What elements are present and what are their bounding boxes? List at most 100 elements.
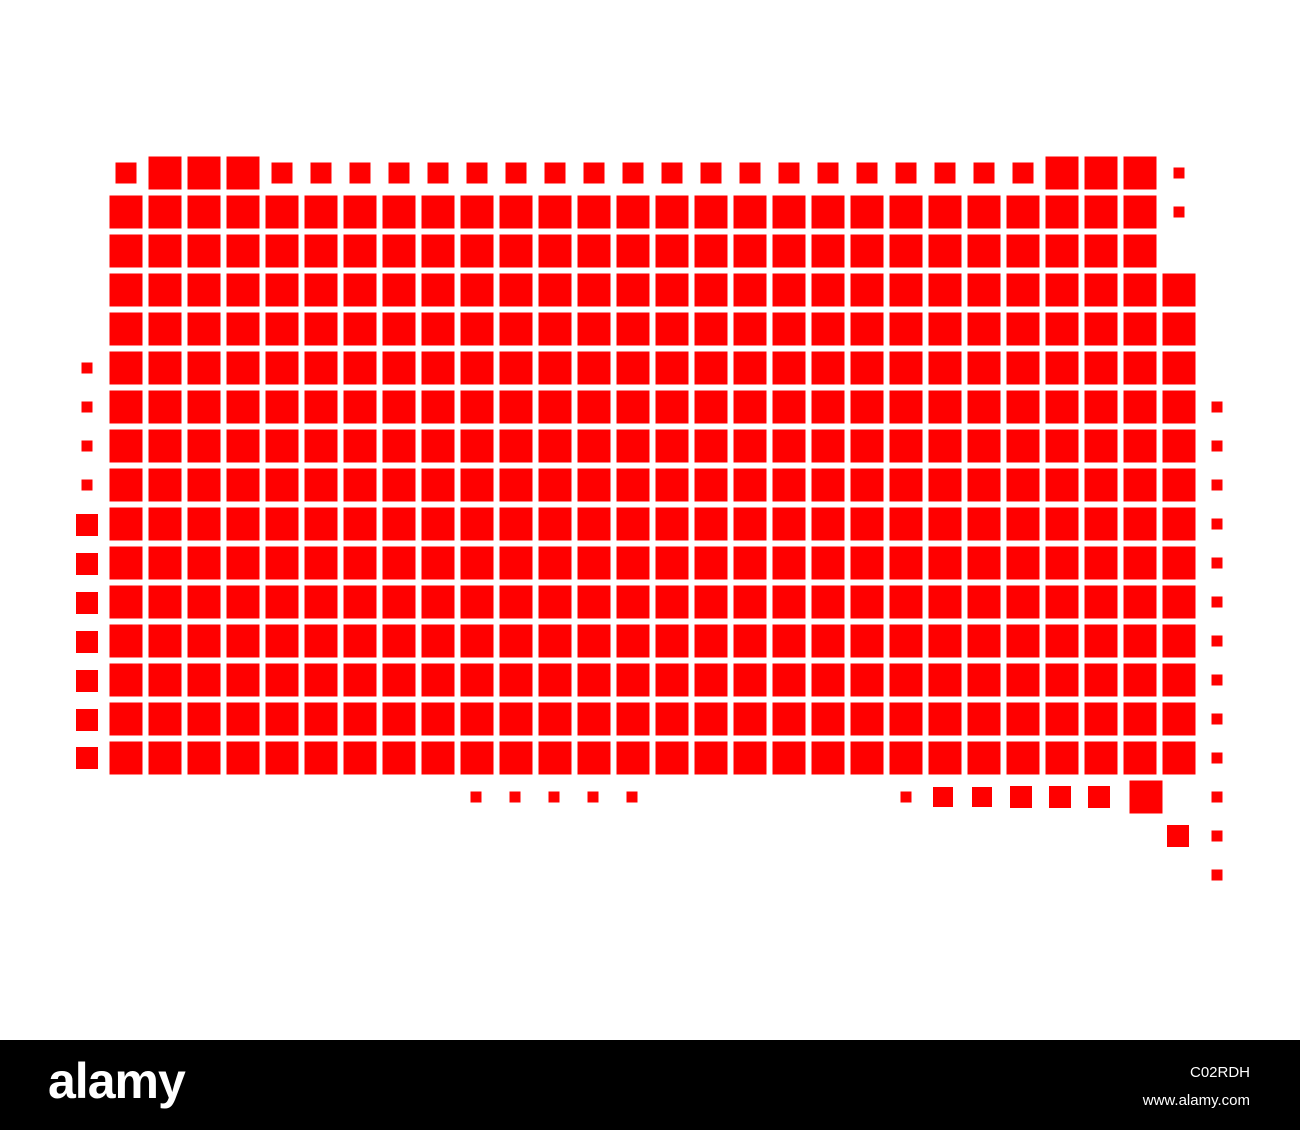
map-square bbox=[265, 195, 299, 229]
map-square bbox=[1123, 702, 1157, 736]
map-square bbox=[538, 468, 572, 502]
map-square bbox=[226, 351, 260, 385]
map-square bbox=[811, 741, 845, 775]
map-square bbox=[694, 546, 728, 580]
map-square bbox=[577, 507, 611, 541]
map-square bbox=[1045, 390, 1079, 424]
map-square bbox=[148, 195, 182, 229]
map-square bbox=[733, 624, 767, 658]
map-square bbox=[928, 468, 962, 502]
map-square bbox=[1006, 585, 1040, 619]
map-square bbox=[382, 351, 416, 385]
map-square bbox=[265, 741, 299, 775]
map-square bbox=[226, 546, 260, 580]
map-square bbox=[1006, 702, 1040, 736]
map bbox=[76, 156, 1223, 881]
map-square bbox=[772, 741, 806, 775]
map-square bbox=[1162, 663, 1196, 697]
map-square bbox=[1045, 195, 1079, 229]
map-square bbox=[1084, 390, 1118, 424]
map-square bbox=[1045, 585, 1079, 619]
map-square bbox=[772, 546, 806, 580]
map-square bbox=[694, 624, 728, 658]
map-square bbox=[226, 234, 260, 268]
map-square bbox=[928, 507, 962, 541]
map-square bbox=[538, 585, 572, 619]
map-square bbox=[187, 312, 221, 346]
map-square bbox=[343, 351, 377, 385]
map-square bbox=[343, 546, 377, 580]
map-square bbox=[1012, 162, 1034, 184]
map-square bbox=[655, 702, 689, 736]
map-square bbox=[928, 351, 962, 385]
map-square bbox=[109, 468, 143, 502]
map-square bbox=[1162, 507, 1196, 541]
map-square bbox=[1084, 195, 1118, 229]
map-square bbox=[1084, 546, 1118, 580]
map-square bbox=[310, 162, 332, 184]
map-square bbox=[76, 747, 98, 769]
map-square bbox=[1162, 702, 1196, 736]
map-square bbox=[1084, 507, 1118, 541]
map-square bbox=[304, 312, 338, 346]
map-square bbox=[694, 429, 728, 463]
map-square bbox=[655, 312, 689, 346]
map-square bbox=[1211, 713, 1223, 725]
map-square bbox=[538, 273, 572, 307]
map-square bbox=[265, 234, 299, 268]
map-square bbox=[1006, 624, 1040, 658]
map-square bbox=[900, 791, 912, 803]
map-square bbox=[889, 195, 923, 229]
map-square bbox=[343, 390, 377, 424]
map-square bbox=[226, 507, 260, 541]
map-square bbox=[817, 162, 839, 184]
map-square bbox=[421, 585, 455, 619]
map-square bbox=[1123, 351, 1157, 385]
map-square bbox=[1123, 195, 1157, 229]
map-square bbox=[616, 507, 650, 541]
map-square bbox=[226, 468, 260, 502]
map-square bbox=[81, 362, 93, 374]
map-square bbox=[928, 390, 962, 424]
map-square bbox=[1162, 585, 1196, 619]
map-square bbox=[1045, 312, 1079, 346]
map-square bbox=[1045, 429, 1079, 463]
map-square bbox=[343, 234, 377, 268]
map-square bbox=[694, 273, 728, 307]
map-square bbox=[421, 507, 455, 541]
map-square bbox=[499, 624, 533, 658]
map-square bbox=[538, 624, 572, 658]
map-square bbox=[226, 624, 260, 658]
map-square bbox=[460, 234, 494, 268]
map-square bbox=[928, 234, 962, 268]
map-square bbox=[382, 624, 416, 658]
map-square bbox=[304, 429, 338, 463]
map-square bbox=[661, 162, 683, 184]
map-square bbox=[928, 702, 962, 736]
map-square bbox=[187, 546, 221, 580]
map-square bbox=[1045, 741, 1079, 775]
map-square bbox=[1162, 546, 1196, 580]
map-square bbox=[538, 429, 572, 463]
map-square bbox=[226, 585, 260, 619]
map-square bbox=[109, 546, 143, 580]
map-square bbox=[1211, 752, 1223, 764]
map-square bbox=[148, 468, 182, 502]
map-square bbox=[1084, 468, 1118, 502]
map-square bbox=[226, 702, 260, 736]
map-square bbox=[382, 702, 416, 736]
map-square bbox=[616, 429, 650, 463]
map-square bbox=[460, 663, 494, 697]
map-square bbox=[109, 507, 143, 541]
map-square bbox=[811, 390, 845, 424]
map-square bbox=[538, 507, 572, 541]
map-square bbox=[1045, 663, 1079, 697]
map-square bbox=[694, 507, 728, 541]
map-square bbox=[421, 390, 455, 424]
map-square bbox=[1173, 206, 1185, 218]
map-square bbox=[850, 390, 884, 424]
map-square bbox=[343, 507, 377, 541]
map-square bbox=[626, 791, 638, 803]
map-square bbox=[850, 468, 884, 502]
map-square bbox=[811, 546, 845, 580]
